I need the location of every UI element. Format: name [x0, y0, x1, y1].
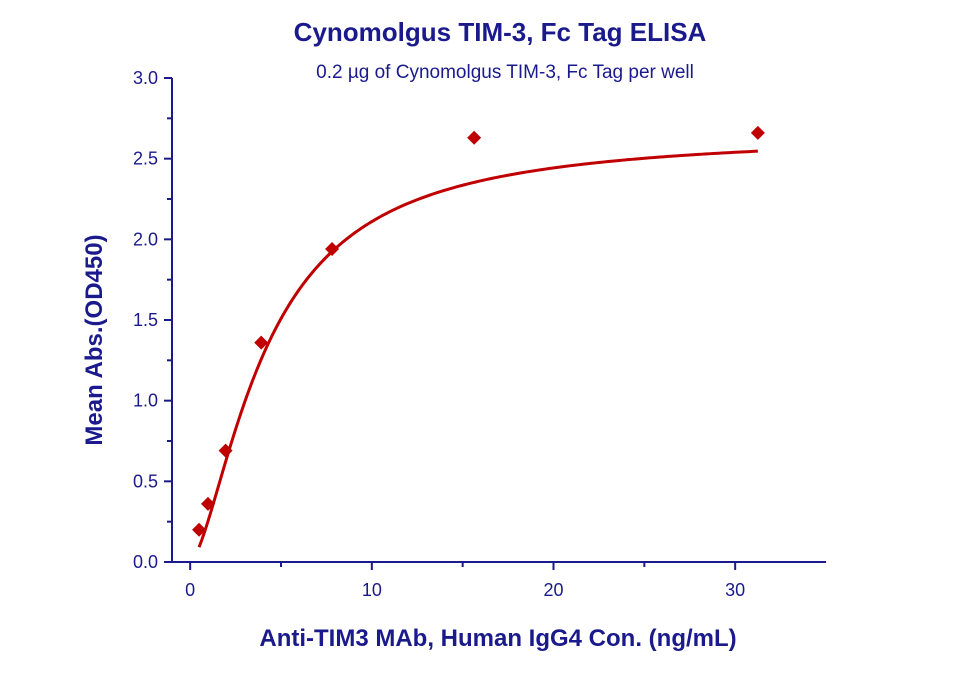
data-points	[192, 125, 765, 537]
y-tick-label: 2.0	[133, 229, 158, 249]
y-tick-label: 1.0	[133, 391, 158, 411]
data-point	[467, 130, 482, 145]
y-tick-label: 0.0	[133, 552, 158, 572]
y-tick-label: 2.5	[133, 149, 158, 169]
data-point	[218, 443, 233, 458]
y-tick-label: 1.5	[133, 310, 158, 330]
y-axis-ticks: 0.0 0.5 1.0 1.5 2.0 2.5 3.0	[133, 68, 172, 572]
data-point	[192, 522, 207, 537]
data-point	[254, 335, 269, 350]
y-tick-label: 3.0	[133, 68, 158, 88]
data-point	[750, 125, 765, 140]
y-axis-label: Mean Abs.(OD450)	[81, 234, 108, 445]
x-tick-label: 20	[543, 580, 563, 600]
data-point	[325, 242, 340, 257]
x-axis-ticks: 0 10 20 30	[185, 562, 745, 600]
axes	[171, 78, 826, 563]
x-tick-label: 30	[725, 580, 745, 600]
x-tick-label: 0	[185, 580, 195, 600]
y-tick-label: 0.5	[133, 471, 158, 491]
x-axis-label: Anti-TIM3 MAb, Human IgG4 Con. (ng/mL)	[259, 625, 736, 652]
chart-title: Cynomolgus TIM-3, Fc Tag ELISA	[294, 17, 707, 47]
data-point	[200, 496, 215, 511]
x-tick-label: 10	[362, 580, 382, 600]
chart-subtitle: 0.2 µg of Cynomolgus TIM-3, Fc Tag per w…	[316, 62, 694, 83]
fit-curve	[197, 149, 758, 548]
